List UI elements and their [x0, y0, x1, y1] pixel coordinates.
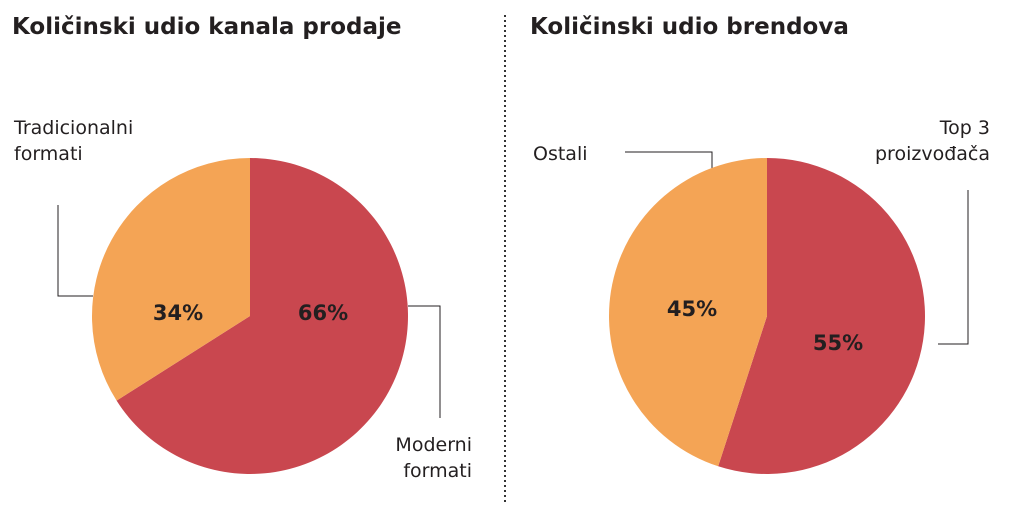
value-label: 66%	[298, 301, 348, 325]
value-label: 45%	[667, 297, 717, 321]
category-label: Ostali	[533, 143, 588, 165]
leader-line	[938, 190, 969, 345]
pie-slice	[116, 158, 408, 474]
category-label: Moderni formati	[395, 434, 472, 482]
value-label: 55%	[813, 331, 863, 355]
leader-line	[408, 305, 441, 418]
chart-title: Količinski udio kanala prodaje	[12, 14, 402, 40]
category-label: Tradicionalni formati	[14, 117, 134, 165]
leader-line	[57, 205, 93, 297]
pie-slice	[718, 158, 925, 474]
pie-slice	[608, 158, 767, 467]
pie-slice	[92, 158, 251, 401]
category-label: Top 3 proizvođača	[875, 117, 990, 165]
chart-title: Količinski udio brendova	[530, 14, 849, 40]
value-label: 34%	[153, 301, 203, 325]
